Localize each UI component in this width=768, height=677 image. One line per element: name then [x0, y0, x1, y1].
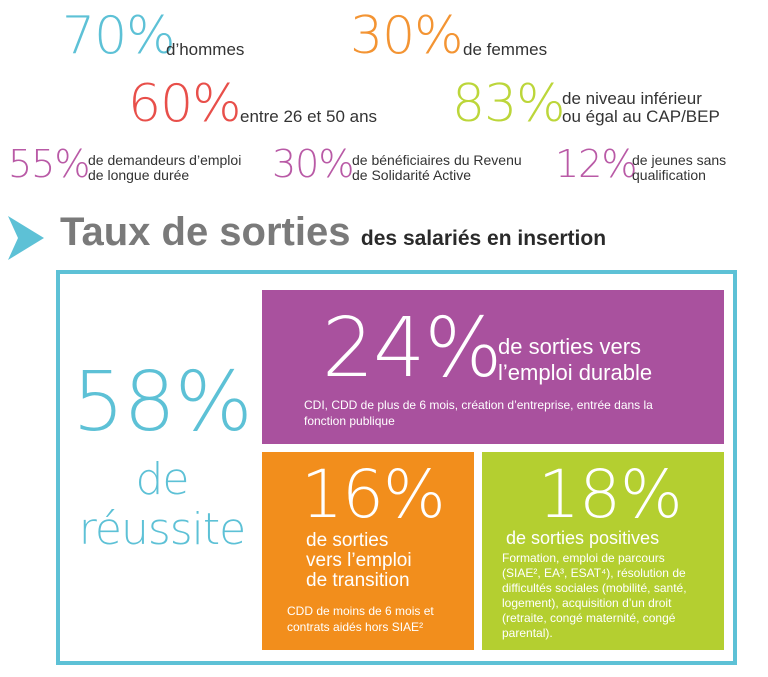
stat-jeunes-label-1: de jeunes sans [632, 152, 727, 168]
positives-desc-line: (retraite, congé maternité, congé [502, 611, 676, 625]
stat-hommes-label: d’hommes [166, 40, 245, 59]
stat-niveau-value: 83% [452, 74, 566, 134]
stat-rsa-label-1: de bénéficiaires du Revenu [352, 152, 522, 168]
durable-label-2: l’emploi durable [498, 360, 653, 385]
reussite-label-2: réussite [78, 504, 246, 555]
transition-box [262, 452, 474, 650]
durable-label-1: de sorties vers [498, 334, 642, 359]
section-title: Taux de sorties des salariés en insertio… [60, 212, 606, 252]
section-title-main: Taux de sorties [60, 210, 351, 254]
results-frame [56, 270, 737, 665]
stat-femmes-value: 30% [350, 6, 464, 66]
stat-rsa-value: 30% [272, 142, 354, 186]
positives-desc-line: parental). [502, 626, 553, 640]
stat-niveau-label-1: de niveau inférieur [562, 89, 702, 108]
stat-hommes-value: 70% [62, 6, 176, 66]
stat-jeunes-value: 12% [555, 142, 637, 186]
section-title-sub: des salariés en insertion [360, 227, 607, 250]
stat-rsa-label-2: de Solidarité Active [352, 167, 472, 183]
stat-demandeurs-value: 55% [8, 142, 90, 186]
stat-demandeurs-label-1: de demandeurs d’emploi [88, 152, 242, 168]
positives-desc-line: logement), acquisition d’un droit [502, 596, 672, 610]
chevron-right-icon [8, 216, 44, 260]
stat-age-label: entre 26 et 50 ans [240, 107, 378, 126]
stat-niveau-label-2: ou égal au CAP/BEP [562, 107, 720, 126]
positives-desc-line: Formation, emploi de parcours [502, 551, 665, 565]
stat-femmes-label: de femmes [463, 40, 548, 59]
transition-label-3: de transition [306, 570, 410, 591]
stat-demandeurs-label-2: de longue durée [88, 167, 190, 183]
durable-value: 24% [322, 301, 502, 396]
transition-value: 16% [301, 456, 446, 533]
positives-desc-line: difficultés sociales (mobilité, santé, [502, 581, 687, 595]
positives-desc-line: (SIAE², EA³, ESAT⁴), résolution de [502, 566, 686, 580]
durable-box [262, 290, 724, 444]
stat-age-value: 60% [128, 74, 242, 134]
positives-label: de sorties positives [506, 528, 660, 548]
positives-box [482, 452, 724, 650]
stat-jeunes-label-2: qualification [632, 167, 706, 183]
durable-desc-2: fonction publique [304, 414, 395, 428]
reussite-label-1: de [135, 454, 190, 505]
durable-desc-1: CDI, CDD de plus de 6 mois, création d’e… [304, 398, 653, 412]
reussite-value: 58% [72, 355, 252, 450]
positives-value: 18% [538, 456, 683, 533]
transition-label-1: de sorties [306, 530, 389, 551]
transition-label-2: vers l’emploi [306, 550, 412, 571]
positives-desc: Formation, emploi de parcours (SIAE², EA… [502, 551, 687, 641]
transition-desc-2: contrats aidés hors SIAE² [287, 620, 424, 634]
transition-desc-1: CDD de moins de 6 mois et [287, 604, 434, 618]
